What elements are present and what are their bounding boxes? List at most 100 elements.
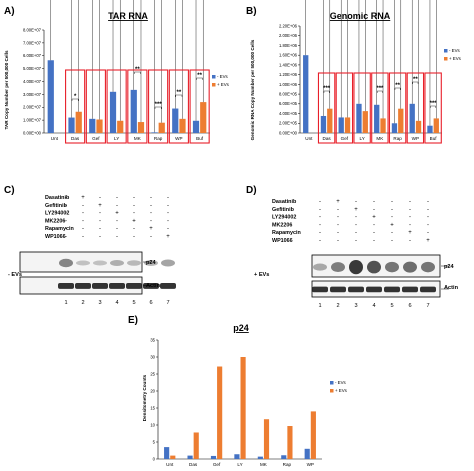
minus-ev-bar-wp	[409, 103, 415, 133]
actin-band	[348, 286, 364, 293]
lane-sign: -	[99, 218, 101, 224]
bracket-line	[430, 105, 436, 108]
lane-sign: -	[337, 230, 339, 236]
y-tick-label: 35	[150, 337, 155, 342]
treatment-label-dasatinib: Dasatinib	[45, 195, 70, 201]
y-tick-label: 1.00E+07	[23, 118, 42, 123]
panel-c-p24-label: p24	[146, 260, 157, 266]
panel-b: B) Genomic RNA Genomic RNA Copy Number p…	[246, 0, 462, 144]
actin-band	[312, 286, 328, 293]
lane-number: 2	[336, 303, 339, 309]
bracket-line	[175, 94, 183, 97]
legend-swatch	[444, 49, 448, 53]
lane-sign: -	[391, 199, 393, 205]
legend-swatch	[330, 389, 334, 393]
minus-ev-bar-buf	[427, 125, 433, 133]
y-tick-label: 2.00E+07	[23, 105, 42, 110]
lane-sign: -	[65, 218, 67, 224]
lane-sign: -	[373, 230, 375, 236]
lane-sign: -	[391, 215, 393, 221]
plus-ev-bar-das	[75, 111, 82, 133]
category-label-das: Das	[323, 136, 332, 141]
lane-sign: -	[133, 211, 135, 217]
significance-star: **	[177, 90, 182, 96]
y-tick-label: 2.20E+06	[279, 23, 298, 28]
lane-sign: +	[166, 234, 170, 240]
lane-sign: -	[409, 238, 411, 244]
plus-ev-bar-buf	[433, 118, 439, 133]
error-bar	[203, 0, 204, 103]
p24-densitometry-chart: 0 5 10 15 20 25 30 35 Unt Das Gef LY MK Rap WP - EVs + E…	[150, 337, 347, 467]
category-label-gef: Gef	[213, 462, 221, 467]
category-label-ly: LY	[114, 136, 119, 141]
minus-ev-bar-ly	[109, 91, 117, 133]
lane-sign: +	[132, 218, 136, 224]
significance-bracket: **	[196, 73, 203, 80]
lane-sign: -	[391, 230, 393, 236]
significance-star: **	[197, 73, 202, 79]
minus-ev-bar-rap	[151, 132, 158, 133]
significance-bracket: ***	[323, 86, 331, 93]
panel-c: C) Dasatinib- + - - - - -Gefitinib- - + - - - -LY294…	[4, 185, 176, 306]
plus-ev-bar-gef	[96, 119, 103, 133]
lane-sign: -	[65, 226, 67, 232]
minus-ev-bar-gef	[89, 118, 96, 133]
highlight-box-das	[65, 69, 86, 144]
category-label-rap: Rap	[393, 136, 402, 141]
lane-sign: -	[355, 230, 357, 236]
lane-sign: -	[116, 195, 118, 201]
category-label-gef: Gef	[341, 136, 349, 141]
p24-band	[127, 260, 141, 266]
significance-star: **	[395, 83, 400, 89]
highlight-box-wp	[168, 69, 189, 144]
significance-bracket: ***	[430, 101, 437, 108]
bracket-line	[71, 98, 79, 101]
lane-sign: -	[99, 195, 101, 201]
actin-band	[143, 282, 159, 289]
error-bar	[92, 0, 93, 119]
lane-sign: -	[99, 234, 101, 240]
significance-bracket: **	[394, 83, 401, 90]
lane-sign: +	[408, 230, 412, 236]
plus-ev-bar-wp	[179, 118, 186, 133]
legend-entry: - EVs	[335, 380, 347, 385]
lane-sign: -	[82, 234, 84, 240]
error-bar	[71, 0, 72, 118]
lane-sign: +	[336, 199, 340, 205]
lane-sign: -	[355, 199, 357, 205]
category-label-rap: Rap	[154, 136, 163, 141]
y-tick-label: 10	[150, 422, 155, 427]
category-label-buf: Buf	[196, 136, 204, 141]
lane-sign: -	[82, 218, 84, 224]
lane-sign: -	[65, 195, 67, 201]
lane-sign: -	[116, 203, 118, 209]
highlight-box-mk	[371, 72, 389, 144]
category-label-das: Das	[71, 136, 80, 141]
error-bar	[182, 0, 183, 119]
y-tick-label: 20	[150, 388, 155, 393]
panel-e-label: E)	[128, 315, 138, 326]
error-bar	[99, 0, 100, 120]
lane-sign: +	[390, 222, 394, 228]
p24-band	[313, 263, 327, 271]
p24-band	[349, 259, 363, 275]
p24-band-frame	[19, 251, 143, 273]
treatment-label-mk2206: MK2206	[45, 218, 65, 224]
panel-d-side-label: + EVs	[254, 272, 269, 278]
treatment-label-gefitinib: Gefitinib	[272, 207, 295, 213]
bracket-line	[196, 77, 203, 80]
treatment-label-wp1066: WP1066	[272, 238, 293, 244]
error-bar	[400, 0, 401, 109]
category-label-unt: Unt	[166, 462, 174, 467]
significance-bracket: *	[71, 94, 79, 101]
lane-sign: -	[373, 238, 375, 244]
lane-sign: -	[116, 218, 118, 224]
plus-ev-bar-wp	[415, 120, 422, 133]
lane-sign: -	[319, 207, 321, 213]
legend: - EVs + EVs	[330, 380, 348, 393]
highlight-box-ly	[353, 72, 371, 144]
p24-band	[144, 260, 158, 266]
y-tick-label: 2.00E+05	[279, 121, 298, 126]
plus-ev-bar-mk	[263, 419, 270, 459]
lane-sign: -	[319, 215, 321, 221]
